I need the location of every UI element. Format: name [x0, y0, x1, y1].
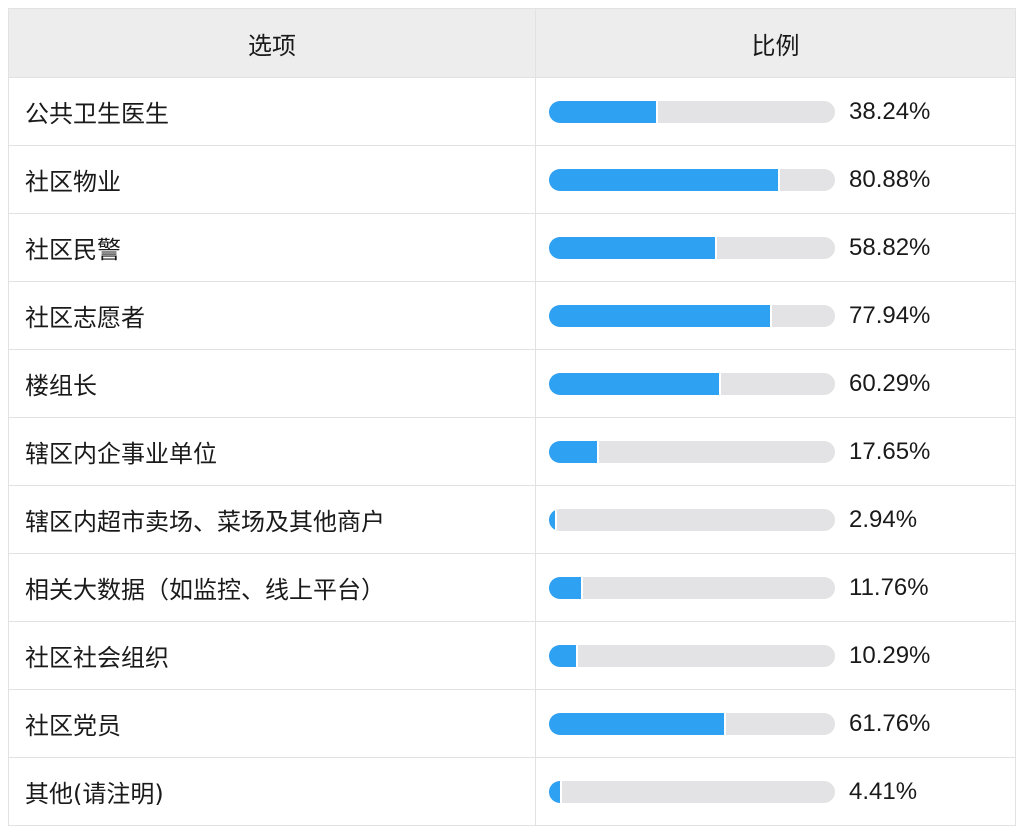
table-row: 楼组长 60.29% — [9, 349, 1015, 417]
percentage-label: 4.41% — [849, 777, 918, 805]
ratio-cell: 80.88% — [536, 146, 1015, 213]
ratio-cell: 61.76% — [536, 690, 1015, 757]
table-row: 社区社会组织 10.29% — [9, 621, 1015, 689]
option-label: 社区志愿者 — [9, 282, 536, 349]
progress-bar-track — [549, 508, 835, 531]
progress-bar-track — [549, 304, 835, 327]
progress-bar-track — [549, 372, 835, 395]
percentage-label: 58.82% — [849, 233, 931, 261]
progress-bar-track — [549, 168, 835, 191]
table-row: 辖区内企事业单位 17.65% — [9, 417, 1015, 485]
progress-bar-fill — [549, 712, 726, 735]
option-label: 相关大数据（如监控、线上平台） — [9, 554, 536, 621]
percentage-label: 17.65% — [849, 437, 931, 465]
ratio-cell: 10.29% — [536, 622, 1015, 689]
option-column-header: 选项 — [9, 9, 536, 77]
table-row: 其他(请注明) 4.41% — [9, 757, 1015, 825]
option-label: 社区社会组织 — [9, 622, 536, 689]
ratio-cell: 2.94% — [536, 486, 1015, 553]
table-row: 公共卫生医生 38.24% — [9, 77, 1015, 145]
progress-bar-fill — [549, 372, 721, 395]
progress-bar-track — [549, 440, 835, 463]
ratio-table: 选项 比例 公共卫生医生 38.24% 社区物业 80.88% 社区民警 58.82% 社区… — [8, 8, 1016, 826]
progress-bar-fill — [549, 236, 717, 259]
percentage-label: 61.76% — [849, 709, 931, 737]
table-body: 公共卫生医生 38.24% 社区物业 80.88% 社区民警 58.82% 社区志愿者 77.… — [9, 77, 1015, 825]
option-label: 公共卫生医生 — [9, 78, 536, 145]
ratio-cell: 17.65% — [536, 418, 1015, 485]
progress-bar-fill — [549, 644, 578, 667]
table-row: 社区党员 61.76% — [9, 689, 1015, 757]
option-label: 社区民警 — [9, 214, 536, 281]
progress-bar-fill — [549, 168, 780, 191]
progress-bar-fill — [549, 508, 557, 531]
progress-bar-track — [549, 100, 835, 123]
percentage-label: 77.94% — [849, 301, 931, 329]
ratio-cell: 4.41% — [536, 758, 1015, 825]
table-row: 相关大数据（如监控、线上平台） 11.76% — [9, 553, 1015, 621]
option-label: 其他(请注明) — [9, 758, 536, 825]
percentage-label: 2.94% — [849, 505, 918, 533]
option-label: 社区物业 — [9, 146, 536, 213]
percentage-label: 38.24% — [849, 97, 931, 125]
ratio-cell: 11.76% — [536, 554, 1015, 621]
progress-bar-track — [549, 780, 835, 803]
progress-bar-fill — [549, 440, 599, 463]
percentage-label: 11.76% — [849, 573, 929, 601]
ratio-cell: 58.82% — [536, 214, 1015, 281]
progress-bar-fill — [549, 304, 772, 327]
ratio-cell: 38.24% — [536, 78, 1015, 145]
option-label: 社区党员 — [9, 690, 536, 757]
ratio-column-header: 比例 — [751, 31, 800, 60]
progress-bar-track — [549, 644, 835, 667]
progress-bar-fill — [549, 780, 562, 803]
table-row: 辖区内超市卖场、菜场及其他商户 2.94% — [9, 485, 1015, 553]
table-header-row: 选项 比例 — [9, 9, 1015, 77]
ratio-cell: 77.94% — [536, 282, 1015, 349]
progress-bar-track — [549, 576, 835, 599]
progress-bar-fill — [549, 576, 583, 599]
percentage-label: 80.88% — [849, 165, 931, 193]
progress-bar-track — [549, 236, 835, 259]
progress-bar-fill — [549, 100, 658, 123]
option-label: 辖区内企事业单位 — [9, 418, 536, 485]
table-row: 社区民警 58.82% — [9, 213, 1015, 281]
ratio-cell: 60.29% — [536, 350, 1015, 417]
option-label: 楼组长 — [9, 350, 536, 417]
progress-bar-track — [549, 712, 835, 735]
percentage-label: 10.29% — [849, 641, 931, 669]
table-row: 社区志愿者 77.94% — [9, 281, 1015, 349]
percentage-label: 60.29% — [849, 369, 931, 397]
table-row: 社区物业 80.88% — [9, 145, 1015, 213]
option-label: 辖区内超市卖场、菜场及其他商户 — [9, 486, 536, 553]
